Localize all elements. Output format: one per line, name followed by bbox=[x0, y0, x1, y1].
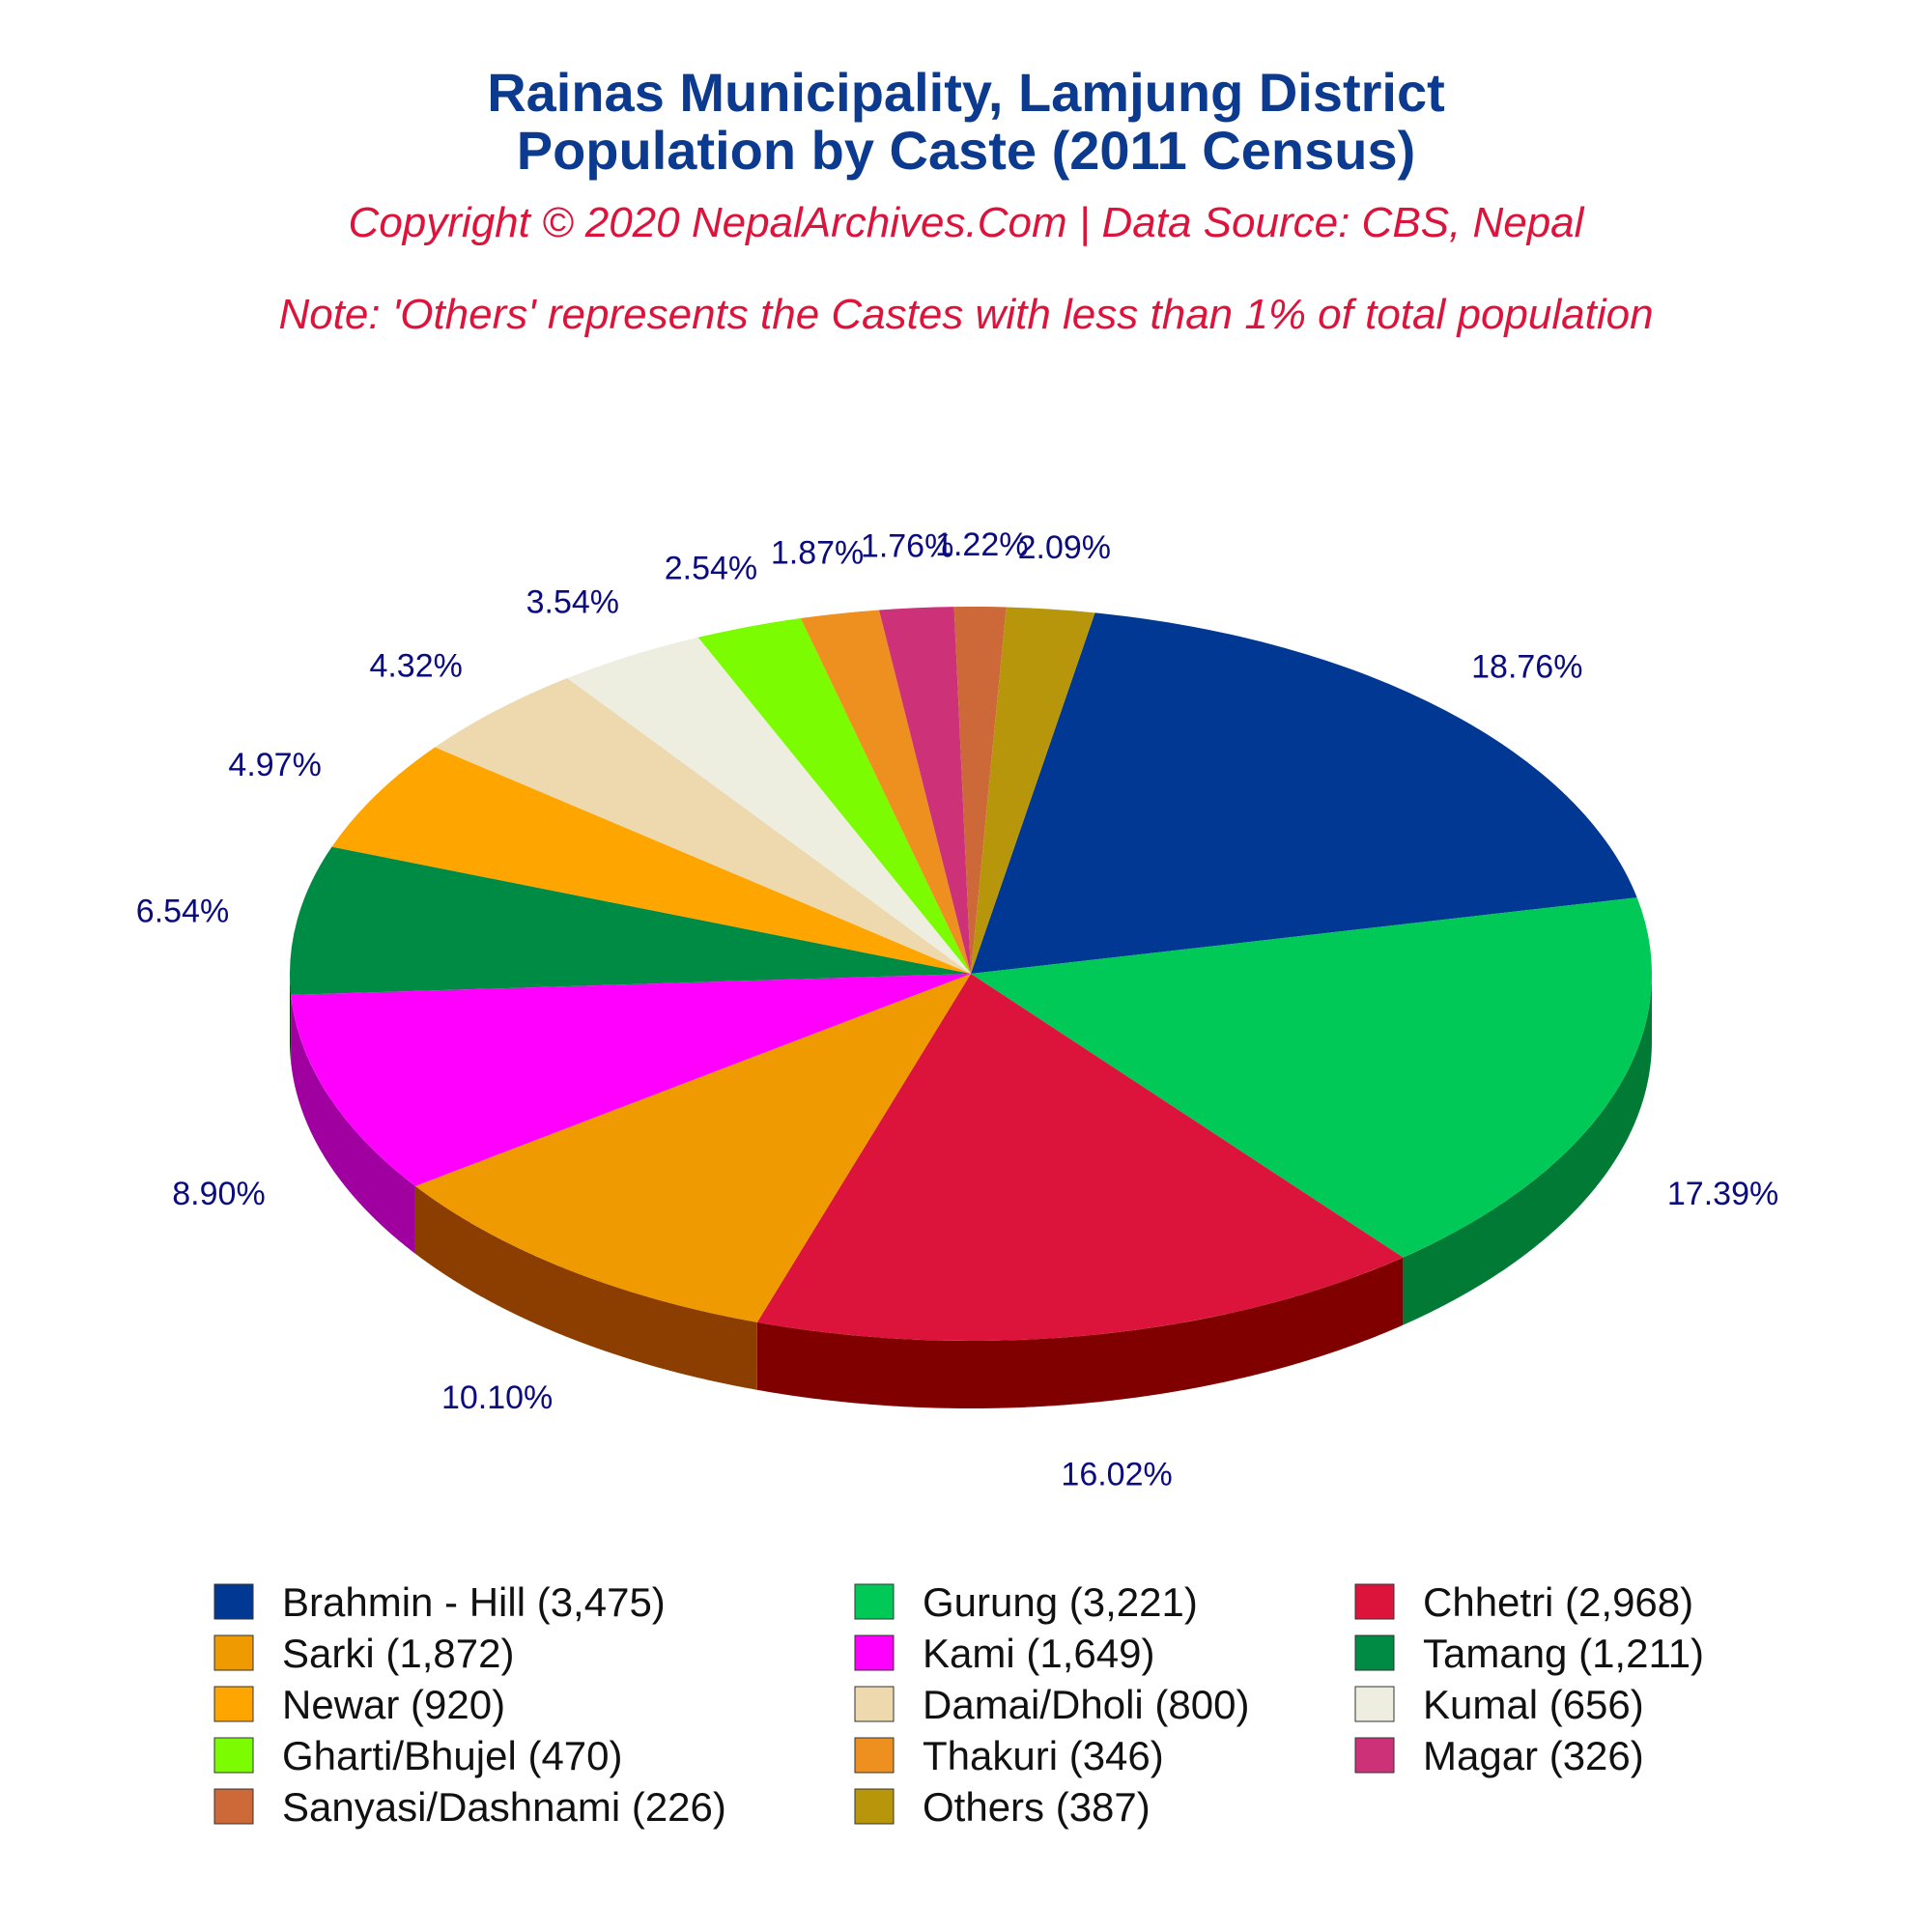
legend-label-7: Damai/Dholi (800) bbox=[923, 1682, 1249, 1727]
pct-label-9: 2.54% bbox=[665, 550, 757, 586]
pie-slice-5 bbox=[290, 846, 971, 995]
legend-label-3: Sarki (1,872) bbox=[282, 1631, 514, 1676]
legend-label-9: Gharti/Bhujel (470) bbox=[282, 1733, 623, 1778]
pie-percent-labels: 18.76% 17.39% 16.02% 10.10% 8.90% 6.54% 4.97% 4… bbox=[136, 526, 1778, 1492]
pct-label-1: 17.39% bbox=[1667, 1176, 1778, 1212]
pie-slice-0 bbox=[971, 612, 1637, 974]
pie-slice-12 bbox=[953, 607, 1007, 974]
legend-swatch-11 bbox=[1354, 1737, 1395, 1774]
legend-swatch-12 bbox=[213, 1788, 254, 1825]
pie-side-1 bbox=[1403, 975, 1652, 1325]
pct-label-6: 4.97% bbox=[228, 747, 321, 783]
chart-title-line1: Rainas Municipality, Lamjung District bbox=[487, 62, 1445, 123]
pct-label-10: 1.87% bbox=[771, 534, 864, 571]
pct-label-8: 3.54% bbox=[526, 584, 619, 621]
legend-swatch-2 bbox=[1354, 1583, 1395, 1620]
pie-slice-6 bbox=[331, 747, 971, 974]
legend-swatch-3 bbox=[213, 1634, 254, 1671]
pie-slice-9 bbox=[697, 618, 971, 974]
pct-label-11: 1.76% bbox=[861, 527, 953, 564]
pct-label-3: 10.10% bbox=[441, 1379, 553, 1416]
pct-label-5: 6.54% bbox=[136, 894, 229, 930]
legend-swatch-1 bbox=[854, 1583, 895, 1620]
copyright-text: Copyright © 2020 NepalArchives.Com | Dat… bbox=[349, 199, 1585, 246]
pie-side-5 bbox=[290, 974, 292, 1063]
legend-label-2: Chhetri (2,968) bbox=[1423, 1579, 1693, 1625]
pie-slice-1 bbox=[971, 897, 1652, 1258]
legend-label-10: Thakuri (346) bbox=[923, 1733, 1164, 1778]
legend-swatch-7 bbox=[854, 1686, 895, 1722]
pie-slice-8 bbox=[567, 637, 971, 974]
legend-label-1: Gurung (3,221) bbox=[923, 1579, 1198, 1625]
pct-label-0: 18.76% bbox=[1471, 648, 1582, 685]
legend-swatch-0 bbox=[213, 1583, 254, 1620]
pct-label-4: 8.90% bbox=[172, 1176, 265, 1212]
legend-swatch-10 bbox=[854, 1737, 895, 1774]
legend-swatch-9 bbox=[213, 1737, 254, 1774]
legend-swatch-6 bbox=[213, 1686, 254, 1722]
pie-side-2 bbox=[756, 1257, 1404, 1408]
legend-label-13: Others (387) bbox=[923, 1784, 1151, 1830]
pie-side-walls bbox=[290, 974, 1652, 1408]
pie-slice-7 bbox=[435, 677, 971, 974]
legend-label-8: Kumal (656) bbox=[1423, 1682, 1644, 1727]
legend-label-4: Kami (1,649) bbox=[923, 1631, 1154, 1676]
pie-slice-4 bbox=[291, 974, 971, 1186]
pie-side-3 bbox=[414, 1185, 757, 1390]
legend-swatch-5 bbox=[1354, 1634, 1395, 1671]
pct-label-13: 2.09% bbox=[1018, 529, 1111, 566]
note-text: Note: 'Others' represents the Castes wit… bbox=[278, 291, 1653, 338]
legend-swatch-13 bbox=[854, 1788, 895, 1825]
legend-label-0: Brahmin - Hill (3,475) bbox=[282, 1579, 666, 1625]
chart-title-line2: Population by Caste (2011 Census) bbox=[517, 120, 1415, 181]
pie-slices bbox=[290, 607, 1652, 1341]
legend-label-12: Sanyasi/Dashnami (226) bbox=[282, 1784, 726, 1830]
pct-label-2: 16.02% bbox=[1061, 1456, 1172, 1492]
legend-label-11: Magar (326) bbox=[1423, 1733, 1644, 1778]
legend-swatch-8 bbox=[1354, 1686, 1395, 1722]
pie-slice-3 bbox=[414, 974, 971, 1322]
legend-label-6: Newar (920) bbox=[282, 1682, 505, 1727]
legend: Brahmin - Hill (3,475) Gurung (3,221) Chhe… bbox=[213, 1579, 1704, 1830]
pct-label-12: 1.22% bbox=[935, 526, 1028, 563]
pie-slice-2 bbox=[756, 974, 1404, 1341]
pie-slice-13 bbox=[971, 607, 1095, 974]
pie-slice-10 bbox=[800, 610, 971, 974]
pct-label-7: 4.32% bbox=[369, 648, 462, 685]
pie-slice-11 bbox=[878, 607, 971, 974]
legend-label-5: Tamang (1,211) bbox=[1423, 1631, 1704, 1676]
legend-swatch-4 bbox=[854, 1634, 895, 1671]
pie-side-4 bbox=[291, 994, 415, 1254]
